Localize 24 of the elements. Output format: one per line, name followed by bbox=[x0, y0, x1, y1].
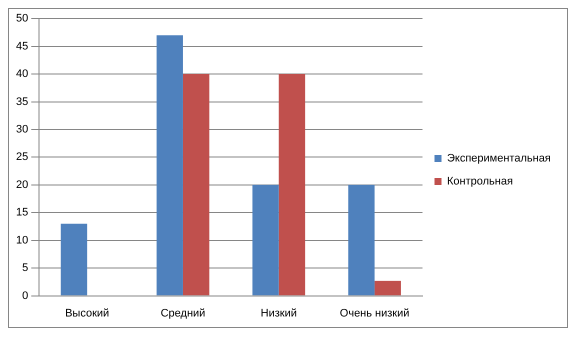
bar bbox=[348, 184, 375, 296]
y-tick-label: 0 bbox=[22, 290, 28, 302]
legend-label: Экспериментальная bbox=[447, 152, 551, 165]
bar bbox=[60, 224, 88, 296]
x-tick-label: Очень низкий bbox=[340, 307, 410, 320]
y-tick-label: 30 bbox=[16, 124, 28, 136]
bar bbox=[374, 280, 401, 296]
legend-label: Контрольная bbox=[447, 176, 513, 188]
y-tick-label: 35 bbox=[16, 96, 28, 108]
y-tick-label: 15 bbox=[16, 206, 28, 219]
bar bbox=[156, 35, 183, 296]
x-tick-label: Средний bbox=[160, 307, 206, 320]
bar bbox=[182, 74, 210, 296]
y-tick-label: 5 bbox=[22, 262, 28, 274]
y-tick-label: 25 bbox=[16, 151, 28, 164]
y-tick-label: 20 bbox=[16, 178, 28, 191]
x-tick-label: Высокий bbox=[65, 307, 110, 320]
bar bbox=[252, 184, 279, 296]
y-tick-label: 45 bbox=[16, 40, 28, 52]
x-tick-label: Низкий bbox=[260, 307, 297, 320]
y-tick-label: 50 bbox=[16, 12, 28, 25]
y-tick-label: 40 bbox=[16, 68, 28, 80]
bar bbox=[278, 74, 306, 296]
y-tick-label: 10 bbox=[16, 234, 28, 246]
